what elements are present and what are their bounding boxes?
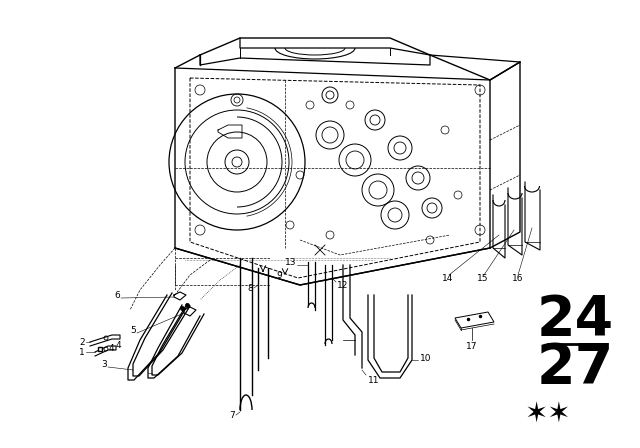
Text: 1: 1 bbox=[79, 348, 85, 357]
Text: 2: 2 bbox=[79, 337, 85, 346]
Text: 13: 13 bbox=[285, 258, 296, 267]
Text: 4: 4 bbox=[116, 340, 122, 349]
Text: ✶✶: ✶✶ bbox=[525, 401, 572, 429]
Text: 10: 10 bbox=[420, 353, 431, 362]
Text: 15: 15 bbox=[477, 273, 489, 283]
Text: 9: 9 bbox=[276, 271, 282, 280]
Text: 6: 6 bbox=[115, 290, 120, 300]
Text: 17: 17 bbox=[467, 342, 477, 351]
Text: 12: 12 bbox=[337, 280, 348, 289]
Text: 24: 24 bbox=[536, 293, 614, 347]
Text: 16: 16 bbox=[512, 273, 524, 283]
Text: 5: 5 bbox=[131, 326, 136, 335]
Text: 3: 3 bbox=[101, 359, 107, 369]
Text: 11: 11 bbox=[368, 375, 380, 384]
Text: 8: 8 bbox=[247, 284, 253, 293]
Text: 4: 4 bbox=[108, 344, 114, 353]
Text: 27: 27 bbox=[536, 341, 614, 395]
Text: 14: 14 bbox=[442, 273, 454, 283]
Text: 7: 7 bbox=[229, 410, 235, 419]
